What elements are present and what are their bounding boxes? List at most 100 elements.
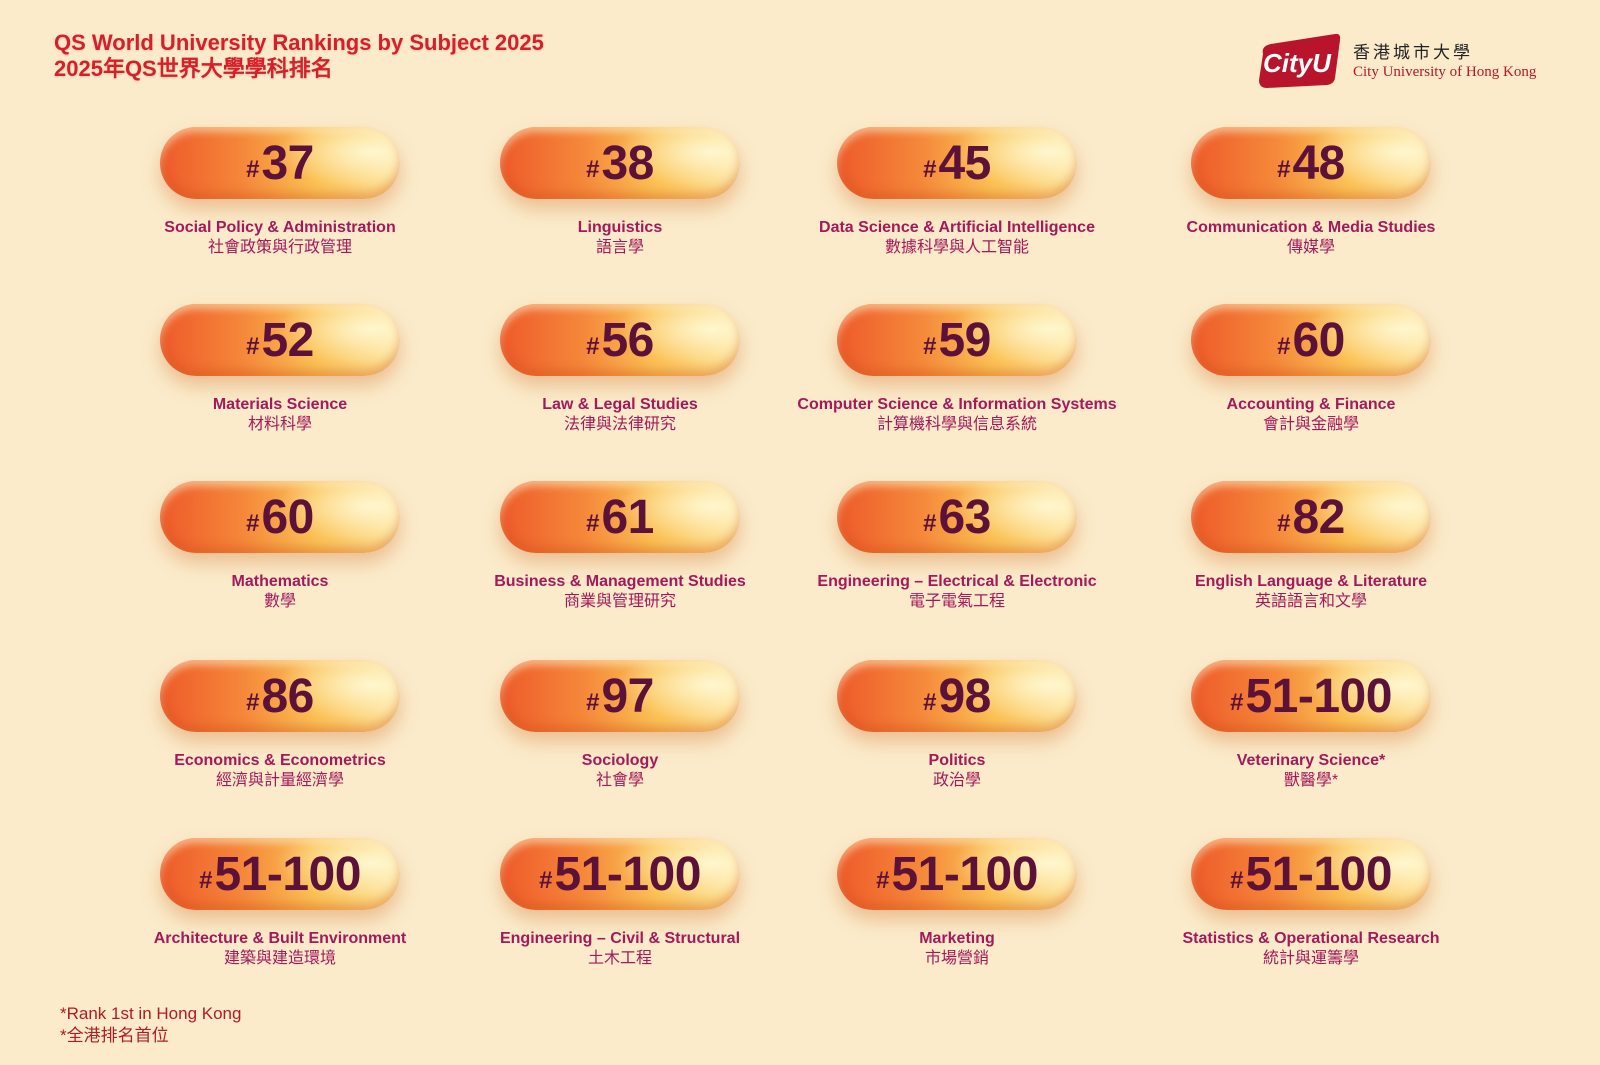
subject-name-zh: 英語語言和文學 (1254, 593, 1367, 610)
subject-name-zh: 法律與法律研究 (563, 416, 676, 433)
rank-prefix: # (1230, 689, 1244, 716)
rank-pill: #86 (160, 660, 400, 732)
subject-name-en: Engineering – Civil & Structural (499, 930, 741, 947)
rank-prefix: # (923, 333, 937, 360)
logo: CityU 香港城市大學 City University of Hong Kon… (1259, 33, 1537, 88)
rank-prefix: # (246, 333, 260, 360)
subject-name-en: English Language & Literature (1194, 573, 1428, 590)
rank-number: 59 (938, 313, 991, 367)
subject-name-en: Marketing (919, 930, 995, 947)
rank-pill: #56 (500, 304, 740, 376)
subject-name-zh: 社會政策與行政管理 (207, 239, 352, 256)
subject-name-en: Accounting & Finance (1226, 396, 1396, 413)
subject-label: Engineering – Civil & Structural 土木工程 (440, 929, 800, 969)
subject-name-en: Veterinary Science* (1236, 752, 1386, 769)
rank-prefix: # (539, 867, 553, 894)
rank-prefix: # (586, 689, 600, 716)
rank-pill: #38 (500, 127, 740, 199)
footnote-en: *Rank 1st in Hong Kong (60, 1004, 242, 1023)
subject-name-zh: 電子電氣工程 (908, 593, 1005, 610)
footnote-zh: *全港排名首位 (60, 1026, 169, 1045)
rank-prefix: # (586, 510, 600, 537)
rank-number: 61 (601, 490, 654, 544)
subject-label: Economics & Econometrics 經濟與計量經濟學 (100, 751, 460, 791)
subject-name-zh: 建築與建造環境 (223, 950, 336, 967)
subject-name-en: Mathematics (231, 573, 329, 590)
subtitle: 2025年QS世界大學學科排名 (54, 56, 333, 81)
rank-pill: #51-100 (500, 838, 740, 910)
subject-name-en: Architecture & Built Environment (153, 930, 407, 947)
subject-name-en: Linguistics (577, 219, 663, 236)
subject-name-zh: 統計與運籌學 (1262, 950, 1359, 967)
subject-name-en: Social Policy & Administration (164, 219, 396, 236)
rank-number: 51-100 (891, 847, 1038, 901)
subject-label: Statistics & Operational Research 統計與運籌學 (1131, 929, 1491, 969)
rank-prefix: # (923, 510, 937, 537)
subject-name-zh: 會計與金融學 (1262, 416, 1359, 433)
rank-prefix: # (1277, 510, 1291, 537)
rank-prefix: # (876, 867, 890, 894)
subject-name-en: Communication & Media Studies (1186, 219, 1436, 236)
subject-label: Engineering – Electrical & Electronic 電子電… (777, 572, 1137, 612)
rank-prefix: # (246, 156, 260, 183)
rank-pill: #51-100 (837, 838, 1077, 910)
rank-number: 51-100 (1245, 669, 1392, 723)
rank-prefix: # (923, 689, 937, 716)
rank-prefix: # (246, 689, 260, 716)
subject-name-zh: 傳媒學 (1286, 239, 1335, 256)
subject-label: Social Policy & Administration 社會政策與行政管理 (100, 218, 460, 258)
subject-label: Data Science & Artificial Intelligence 數據… (777, 218, 1137, 258)
rank-pill: #82 (1191, 481, 1431, 553)
rank-prefix: # (586, 333, 600, 360)
subject-name-zh: 政治學 (932, 772, 981, 789)
subject-label: Computer Science & Information Systems 計算… (777, 395, 1137, 435)
rank-prefix: # (246, 510, 260, 537)
rank-number: 82 (1292, 490, 1345, 544)
footnote: *Rank 1st in Hong Kong *全港排名首位 (60, 1003, 241, 1047)
rank-pill: #61 (500, 481, 740, 553)
subject-label: English Language & Literature 英語語言和文學 (1131, 572, 1491, 612)
subject-name-en: Data Science & Artificial Intelligence (819, 219, 1095, 236)
rank-number: 52 (261, 313, 314, 367)
rank-number: 86 (261, 669, 314, 723)
subject-label: Communication & Media Studies 傳媒學 (1131, 218, 1491, 258)
logo-mark: CityU (1263, 48, 1332, 78)
subject-name-zh: 語言學 (595, 239, 644, 256)
subject-label: Materials Science 材料科學 (100, 395, 460, 435)
rank-number: 56 (601, 313, 654, 367)
subject-name-en: Sociology (581, 752, 659, 769)
header: QS World University Rankings by Subject … (54, 30, 544, 82)
rank-pill: #97 (500, 660, 740, 732)
rank-number: 37 (261, 136, 314, 190)
subject-name-zh: 社會學 (595, 772, 644, 789)
subject-name-zh: 材料科學 (247, 416, 312, 433)
subject-name-zh: 商業與管理研究 (563, 593, 676, 610)
subject-label: Mathematics 數學 (100, 572, 460, 612)
title: QS World University Rankings by Subject … (54, 30, 544, 55)
rank-number: 60 (261, 490, 314, 544)
rank-number: 45 (938, 136, 991, 190)
rank-pill: #51-100 (1191, 838, 1431, 910)
subject-label: Politics 政治學 (777, 751, 1137, 791)
subject-name-zh: 土木工程 (587, 950, 652, 967)
subject-name-zh: 計算機科學與信息系統 (876, 416, 1037, 433)
rank-number: 51-100 (1245, 847, 1392, 901)
subject-name-zh: 市場營銷 (924, 950, 989, 967)
subject-name-zh: 獸醫學* (1283, 772, 1339, 789)
subject-label: Linguistics 語言學 (440, 218, 800, 258)
subject-name-zh: 經濟與計量經濟學 (215, 772, 344, 789)
subject-label: Business & Management Studies 商業與管理研究 (440, 572, 800, 612)
subject-label: Marketing 市場營銷 (777, 929, 1137, 969)
rank-pill: #52 (160, 304, 400, 376)
rank-number: 38 (601, 136, 654, 190)
subject-name-en: Statistics & Operational Research (1182, 930, 1440, 947)
rank-prefix: # (923, 156, 937, 183)
rank-pill: #45 (837, 127, 1077, 199)
rank-pill: #59 (837, 304, 1077, 376)
subject-label: Architecture & Built Environment 建築與建造環境 (100, 929, 460, 969)
subject-name-en: Materials Science (212, 396, 348, 413)
rank-number: 98 (938, 669, 991, 723)
logo-name-zh: 香港城市大學 (1353, 43, 1473, 63)
rank-prefix: # (1277, 156, 1291, 183)
